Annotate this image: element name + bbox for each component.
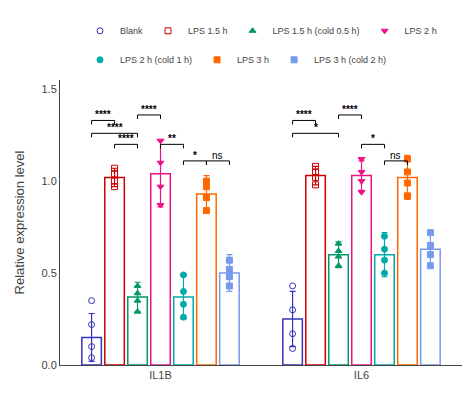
svg-text:0.5: 0.5 bbox=[42, 267, 57, 279]
svg-text:****: **** bbox=[107, 122, 123, 133]
svg-text:ns: ns bbox=[212, 150, 223, 161]
svg-text:*: * bbox=[193, 150, 197, 161]
svg-text:0.0: 0.0 bbox=[42, 359, 57, 371]
svg-text:****: **** bbox=[342, 104, 358, 115]
svg-text:IL6: IL6 bbox=[354, 369, 369, 381]
svg-text:*: * bbox=[371, 133, 375, 144]
svg-text:****: **** bbox=[95, 109, 111, 120]
svg-text:**: ** bbox=[168, 133, 176, 144]
svg-text:****: **** bbox=[141, 104, 157, 115]
svg-text:LPS 3 h: LPS 3 h bbox=[237, 55, 269, 65]
svg-text:LPS 2 h (cold 1 h): LPS 2 h (cold 1 h) bbox=[120, 55, 192, 65]
svg-text:Relative expression level: Relative expression level bbox=[12, 150, 27, 294]
svg-text:IL1B: IL1B bbox=[149, 369, 172, 381]
svg-text:ns: ns bbox=[390, 150, 401, 161]
svg-text:1.0: 1.0 bbox=[42, 175, 57, 187]
svg-text:LPS 3 h (cold 2 h): LPS 3 h (cold 2 h) bbox=[314, 55, 386, 65]
svg-text:*: * bbox=[314, 122, 318, 133]
svg-text:LPS 1.5 h (cold 0.5 h): LPS 1.5 h (cold 0.5 h) bbox=[273, 26, 360, 36]
svg-text:****: **** bbox=[296, 109, 312, 120]
svg-text:****: **** bbox=[118, 133, 134, 144]
svg-text:LPS 1.5 h: LPS 1.5 h bbox=[188, 26, 228, 36]
svg-text:1.5: 1.5 bbox=[42, 83, 57, 95]
svg-text:LPS 2 h: LPS 2 h bbox=[405, 26, 437, 36]
svg-text:Blank: Blank bbox=[120, 26, 143, 36]
